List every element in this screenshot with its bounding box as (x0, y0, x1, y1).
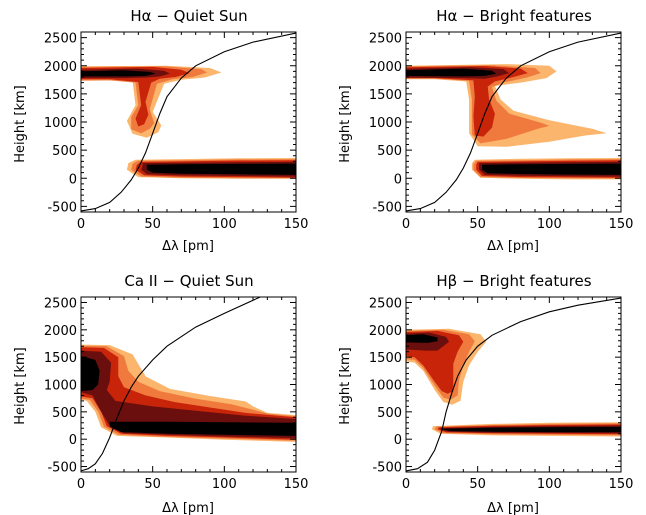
y-tick-label: 500 (377, 406, 402, 421)
x-tick-label: 100 (212, 217, 237, 232)
panel-title: Hα − Bright features (436, 7, 592, 25)
contour-area (81, 32, 296, 212)
y-tick-label: 500 (52, 144, 77, 159)
panel-halpha-quiet-sun: Hα − Quiet Sun Δλ [pm] Height [km] 0 50 10… (13, 7, 308, 254)
y-axis-label: Height [km] (13, 85, 28, 162)
x-axis-label: Δλ [pm] (487, 239, 539, 254)
y-tick-label: -500 (47, 461, 77, 476)
y-tick-label: 1500 (44, 351, 77, 366)
x-tick-label: 50 (469, 217, 486, 232)
x-tick-label: 0 (77, 477, 85, 492)
contour-level-5-region-1 (406, 334, 438, 343)
y-tick-label: 500 (52, 406, 77, 421)
x-axis-label: Δλ [pm] (487, 501, 539, 515)
x-tick-label: 150 (284, 217, 309, 232)
x-axis-label: Δλ [pm] (162, 501, 214, 515)
panel-caii-quiet-sun: Ca II − Quiet Sun Δλ [pm] Height [km] 0 5… (13, 272, 308, 515)
y-tick-label: 1000 (44, 116, 77, 131)
y-tick-label: 2000 (369, 60, 402, 75)
contour-level-5-region-1 (406, 68, 497, 77)
y-tick-label: 0 (394, 172, 402, 187)
y-tick-label: 2500 (369, 32, 402, 47)
x-tick-label: 50 (144, 217, 161, 232)
panel-halpha-bright-features: Hα − Bright features Δλ [pm] Height [km]… (338, 7, 633, 254)
x-tick-label: 0 (402, 477, 410, 492)
y-tick-label: 1500 (44, 88, 77, 103)
x-tick-label: 0 (77, 217, 85, 232)
y-tick-label: 2000 (369, 324, 402, 339)
x-tick-label: 150 (609, 217, 634, 232)
y-tick-label: 0 (69, 433, 77, 448)
x-axis-label: Δλ [pm] (162, 239, 214, 254)
y-tick-label: 1000 (369, 116, 402, 131)
contour-level-4-region-1 (81, 350, 296, 439)
tau-unity-curve (81, 297, 261, 472)
contour-level-5-region-2 (443, 426, 621, 433)
y-tick-label: 0 (69, 172, 77, 187)
y-tick-label: 2500 (44, 32, 77, 47)
y-tick-label: 2000 (44, 324, 77, 339)
x-tick-label: 100 (212, 477, 237, 492)
x-tick-label: 50 (144, 477, 161, 492)
y-axis-label: Height [km] (13, 347, 28, 424)
tau-unity-curve (406, 32, 621, 212)
contour-level-1-region-1 (406, 64, 607, 147)
x-tick-label: 100 (537, 477, 562, 492)
contour-level-5-region-2 (109, 421, 296, 436)
panel-hbeta-bright-features: Hβ − Bright features Δλ [pm] Height [km]… (338, 272, 633, 515)
y-tick-label: 1500 (369, 351, 402, 366)
plot-frame (80, 31, 297, 213)
y-tick-label: 1000 (44, 379, 77, 394)
contour-level-5-region-1 (81, 356, 100, 392)
contour-area (81, 297, 296, 472)
y-tick-label: -500 (47, 200, 77, 215)
y-tick-label: -500 (372, 461, 402, 476)
x-tick-label: 150 (284, 477, 309, 492)
y-axis-label: Height [km] (338, 347, 353, 424)
panel-title: Ca II − Quiet Sun (124, 272, 253, 290)
y-axis-label: Height [km] (338, 85, 353, 162)
contour-level-5-region-1 (81, 70, 156, 77)
y-tick-label: 1000 (369, 379, 402, 394)
x-tick-label: 100 (537, 217, 562, 232)
panel-title: Hα − Quiet Sun (130, 7, 247, 25)
x-tick-label: 150 (609, 477, 634, 492)
y-tick-label: 0 (394, 433, 402, 448)
contour-area (406, 32, 621, 212)
panel-title: Hβ − Bright features (436, 272, 591, 290)
tau-unity-curve (406, 297, 621, 472)
y-tick-label: 2500 (44, 296, 77, 311)
contour-level-5-region-2 (482, 163, 621, 175)
x-tick-label: 50 (469, 477, 486, 492)
x-tick-label: 0 (402, 217, 410, 232)
y-tick-label: -500 (372, 200, 402, 215)
y-tick-label: 1500 (369, 88, 402, 103)
y-tick-label: 2000 (44, 60, 77, 75)
tau-unity-curve (81, 32, 296, 212)
contour-area (406, 297, 621, 472)
y-tick-label: 2500 (369, 296, 402, 311)
y-tick-label: 500 (377, 144, 402, 159)
contour-level-5-region-2 (146, 163, 296, 175)
